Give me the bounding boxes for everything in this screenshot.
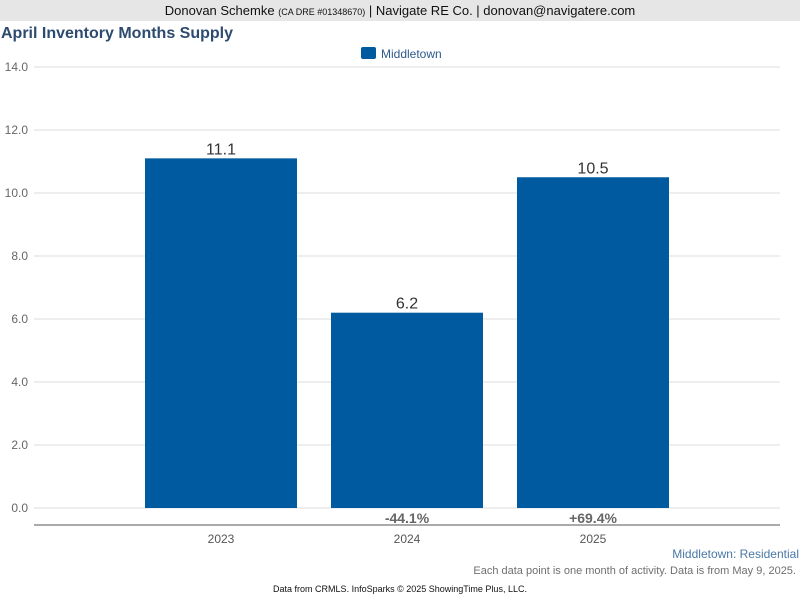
- x-tick-label: 2023: [208, 532, 235, 546]
- chart-subtitle: Middletown: Residential: [672, 547, 799, 561]
- data-note: Each data point is one month of activity…: [473, 565, 796, 577]
- y-tick-label: 2.0: [11, 438, 28, 452]
- x-tick-label: 2025: [580, 532, 607, 546]
- y-tick-label: 12.0: [5, 123, 29, 137]
- y-tick-label: 0.0: [11, 501, 28, 515]
- y-tick-label: 8.0: [11, 249, 28, 263]
- agent-company-contact: | Navigate RE Co. | donovan@navigatere.c…: [368, 3, 636, 18]
- agent-license: (CA DRE #01348670): [278, 7, 366, 17]
- y-tick-label: 6.0: [11, 312, 28, 326]
- agent-name: Donovan Schemke: [164, 3, 275, 18]
- data-credit: Data from CRMLS. InfoSparks © 2025 Showi…: [273, 584, 527, 594]
- x-tick-label: 2024: [394, 532, 421, 546]
- chart-title: April Inventory Months Supply: [1, 25, 234, 42]
- bar-value-label: 11.1: [206, 141, 236, 158]
- y-tick-label: 14.0: [5, 60, 29, 74]
- legend-label: Middletown: [381, 47, 442, 61]
- bar: [517, 177, 669, 508]
- legend-swatch: [361, 47, 376, 59]
- bar: [331, 312, 483, 508]
- agent-header: Donovan Schemke (CA DRE #01348670) | Nav…: [0, 0, 800, 21]
- bar-value-label: 10.5: [577, 160, 608, 177]
- y-tick-label: 10.0: [5, 186, 29, 200]
- change-label: -44.1%: [385, 510, 430, 526]
- y-tick-label: 4.0: [11, 375, 28, 389]
- change-label: +69.4%: [569, 510, 617, 526]
- bar: [145, 158, 297, 508]
- bar-value-label: 6.2: [396, 296, 418, 313]
